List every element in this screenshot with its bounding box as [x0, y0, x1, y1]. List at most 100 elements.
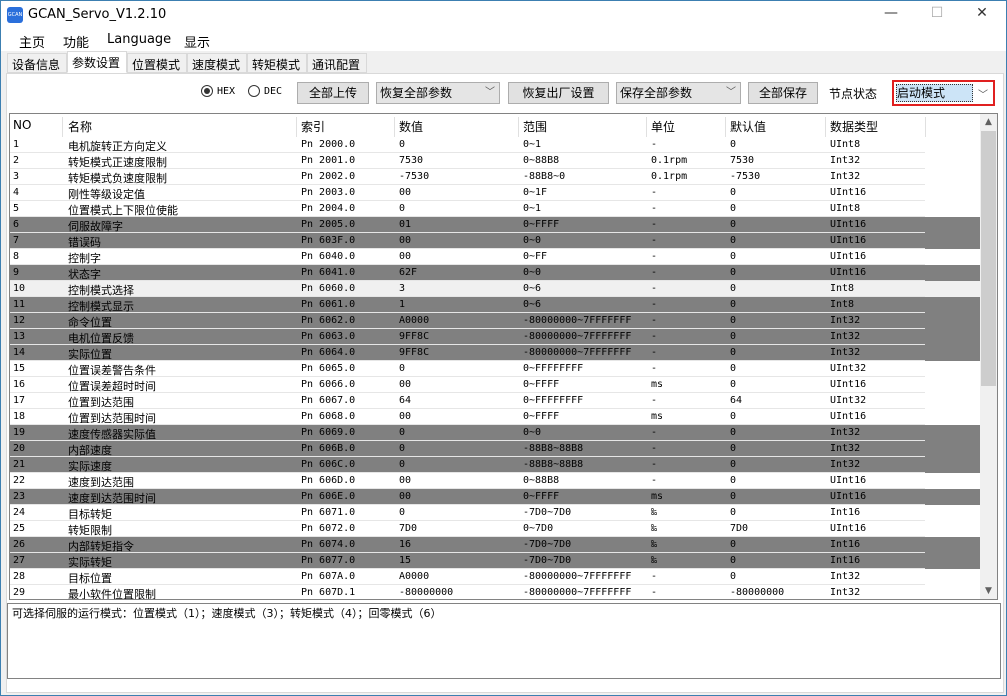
- tab-parameter-settings[interactable]: 参数设置: [67, 51, 127, 73]
- menu-language[interactable]: Language: [107, 32, 172, 47]
- table-row[interactable]: 12 命令位置 Pn 6062.0 A0000 -80000000~7FFFFFFF - 0…: [10, 313, 980, 329]
- table-row[interactable]: 23 速度到达范围时间 Pn 606E.0 00 0~FFFF ms 0 UInt16: [10, 489, 980, 505]
- column-header-value[interactable]: 数值: [399, 120, 424, 134]
- chevron-down-icon: ﹀: [978, 90, 988, 101]
- table-row[interactable]: 7 错误码 Pn 603F.0 00 0~0 - 0 UInt16: [10, 233, 980, 249]
- table-row[interactable]: 29 最小软件位置限制 Pn 607D.1 -80000000 -80000000~7F…: [10, 585, 980, 599]
- cell-name: 实际速度: [68, 460, 112, 473]
- cell-range: -88B8~88B8: [523, 459, 584, 470]
- table-row[interactable]: 17 位置到达范围 Pn 6067.0 64 0~FFFFFFFF - 64 UInt32: [10, 393, 980, 409]
- column-divider[interactable]: [394, 117, 395, 137]
- column-divider[interactable]: [518, 117, 519, 137]
- scrollbar-thumb[interactable]: [981, 131, 996, 386]
- cell-type: UInt16: [830, 235, 867, 246]
- cell-name: 伺服故障字: [68, 220, 123, 233]
- column-divider[interactable]: [925, 117, 926, 137]
- scroll-down-icon[interactable]: ▼: [985, 586, 992, 596]
- upload-all-button[interactable]: 全部上传: [297, 82, 369, 104]
- column-header-type[interactable]: 数据类型: [830, 120, 879, 134]
- minimize-button[interactable]: —: [884, 5, 898, 21]
- row-divider: [10, 424, 925, 425]
- cell-default: 0: [730, 235, 737, 246]
- table-row[interactable]: 4 刚性等级设定值 Pn 2003.0 00 0~1F - 0 UInt16: [10, 185, 980, 201]
- cell-type: UInt16: [830, 267, 867, 278]
- chevron-down-icon: ﹀: [726, 87, 736, 98]
- factory-reset-button[interactable]: 恢复出厂设置: [508, 82, 609, 104]
- table-row[interactable]: 3 转矩模式负速度限制 Pn 2002.0 -7530 -88B8~0 0.1rpm -75…: [10, 169, 980, 185]
- table-row[interactable]: 22 速度到达范围 Pn 606D.0 00 0~88B8 - 0 UInt16: [10, 473, 980, 489]
- table-row[interactable]: 26 内部转矩指令 Pn 6074.0 16 -7D0~7D0 ‰ 0 Int16: [10, 537, 980, 553]
- column-divider[interactable]: [646, 117, 647, 137]
- table-row[interactable]: 9 状态字 Pn 6041.0 62F 0~0 - 0 UInt16: [10, 265, 980, 281]
- cell-name: 命令位置: [68, 316, 112, 329]
- cell-default: 7D0: [730, 523, 749, 534]
- dec-radio[interactable]: DEC: [248, 85, 282, 97]
- tab-device-info[interactable]: 设备信息: [7, 53, 67, 73]
- save-all-button[interactable]: 全部保存: [748, 82, 818, 104]
- column-divider[interactable]: [725, 117, 726, 137]
- column-header-name[interactable]: 名称: [68, 120, 93, 134]
- cell-range: 0~6: [523, 283, 542, 294]
- table-row[interactable]: 20 内部速度 Pn 606B.0 0 -88B8~88B8 - 0 Int32: [10, 441, 980, 457]
- save-params-combo[interactable]: 保存全部参数 ﹀: [616, 82, 741, 104]
- table-row[interactable]: 24 目标转矩 Pn 6071.0 0 -7D0~7D0 ‰ 0 Int16: [10, 505, 980, 521]
- row-divider: [10, 408, 925, 409]
- restore-params-combo[interactable]: 恢复全部参数 ﹀: [376, 82, 500, 104]
- close-button[interactable]: ✕: [976, 5, 988, 21]
- menu-home[interactable]: 主页: [19, 36, 46, 51]
- table-row[interactable]: 14 实际位置 Pn 6064.0 9FF8C -80000000~7FFFFFFF - 0…: [10, 345, 980, 361]
- node-state-combo[interactable]: 启动模式 ﹀: [892, 80, 995, 106]
- row-divider: [10, 504, 925, 505]
- column-header-range[interactable]: 范围: [523, 120, 548, 134]
- maximize-button[interactable]: ☐: [930, 5, 944, 21]
- row-divider: [10, 376, 925, 377]
- hex-radio[interactable]: HEX: [201, 85, 235, 97]
- table-row[interactable]: 2 转矩模式正速度限制 Pn 2001.0 7530 0~88B8 0.1rpm 7530 I…: [10, 153, 980, 169]
- column-divider[interactable]: [296, 117, 297, 137]
- row-divider: [10, 184, 925, 185]
- column-header-no[interactable]: NO: [13, 118, 32, 132]
- menu-display[interactable]: 显示: [184, 36, 211, 51]
- cell-unit: -: [651, 395, 658, 406]
- table-row[interactable]: 8 控制字 Pn 6040.0 00 0~FF - 0 UInt16: [10, 249, 980, 265]
- tab-speed-mode[interactable]: 速度模式: [187, 53, 247, 73]
- cell-name: 控制模式显示: [68, 300, 134, 313]
- tab-comm-config[interactable]: 通讯配置: [307, 53, 367, 73]
- column-divider[interactable]: [62, 117, 63, 137]
- column-divider[interactable]: [825, 117, 826, 137]
- column-header-index[interactable]: 索引: [301, 120, 326, 134]
- table-row[interactable]: 15 位置误差警告条件 Pn 6065.0 0 0~FFFFFFFF - 0 UInt32: [10, 361, 980, 377]
- cell-range: 0~1: [523, 203, 542, 214]
- table-row[interactable]: 19 速度传感器实际值 Pn 6069.0 0 0~0 - 0 Int32: [10, 425, 980, 441]
- table-row[interactable]: 27 实际转矩 Pn 6077.0 15 -7D0~7D0 ‰ 0 Int16: [10, 553, 980, 569]
- table-row[interactable]: 11 控制模式显示 Pn 6061.0 1 0~6 - 0 Int8: [10, 297, 980, 313]
- table-row[interactable]: 13 电机位置反馈 Pn 6063.0 9FF8C -80000000~7FFFFFFF…: [10, 329, 980, 345]
- tab-position-mode[interactable]: 位置模式: [127, 53, 187, 73]
- row-divider: [10, 200, 925, 201]
- cell-unit: -: [651, 315, 658, 326]
- cell-unit: -: [651, 571, 658, 582]
- table-row[interactable]: 6 伺服故障字 Pn 2005.0 01 0~FFFF - 0 UInt16: [10, 217, 980, 233]
- table-row[interactable]: 21 实际速度 Pn 606C.0 0 -88B8~88B8 - 0 Int32: [10, 457, 980, 473]
- cell-index: Pn 6071.0: [301, 507, 356, 518]
- vertical-scrollbar[interactable]: ▲ ▼: [980, 114, 997, 599]
- cell-value: A0000: [399, 315, 430, 326]
- cell-name: 位置到达范围时间: [68, 412, 156, 425]
- cell-range: 0~7D0: [523, 523, 554, 534]
- table-row[interactable]: 16 位置误差超时时间 Pn 6066.0 00 0~FFFF ms 0 UInt16: [10, 377, 980, 393]
- cell-value: 01: [399, 219, 412, 230]
- column-header-default[interactable]: 默认值: [730, 120, 767, 134]
- table-row[interactable]: 1 电机旋转正方向定义 Pn 2000.0 0 0~1 - 0 UInt8: [10, 137, 980, 153]
- table-row[interactable]: 25 转矩限制 Pn 6072.0 7D0 0~7D0 ‰ 7D0 UInt16: [10, 521, 980, 537]
- tab-torque-mode[interactable]: 转矩模式: [247, 53, 307, 73]
- table-row[interactable]: 10 控制模式选择 Pn 6060.0 3 0~6 - 0 Int8: [10, 281, 980, 297]
- scroll-up-icon[interactable]: ▲: [985, 117, 992, 127]
- row-divider: [10, 552, 925, 553]
- cell-index: Pn 6065.0: [301, 363, 356, 374]
- menu-function[interactable]: 功能: [63, 36, 90, 51]
- table-row[interactable]: 28 目标位置 Pn 607A.0 A0000 -80000000~7FFFFFFF - 0…: [10, 569, 980, 585]
- table-row[interactable]: 18 位置到达范围时间 Pn 6068.0 00 0~FFFF ms 0 UInt16: [10, 409, 980, 425]
- cell-index: Pn 2001.0: [301, 155, 356, 166]
- table-row[interactable]: 5 位置模式上下限位使能 Pn 2004.0 0 0~1 - 0 UInt8: [10, 201, 980, 217]
- column-header-unit[interactable]: 单位: [651, 120, 676, 134]
